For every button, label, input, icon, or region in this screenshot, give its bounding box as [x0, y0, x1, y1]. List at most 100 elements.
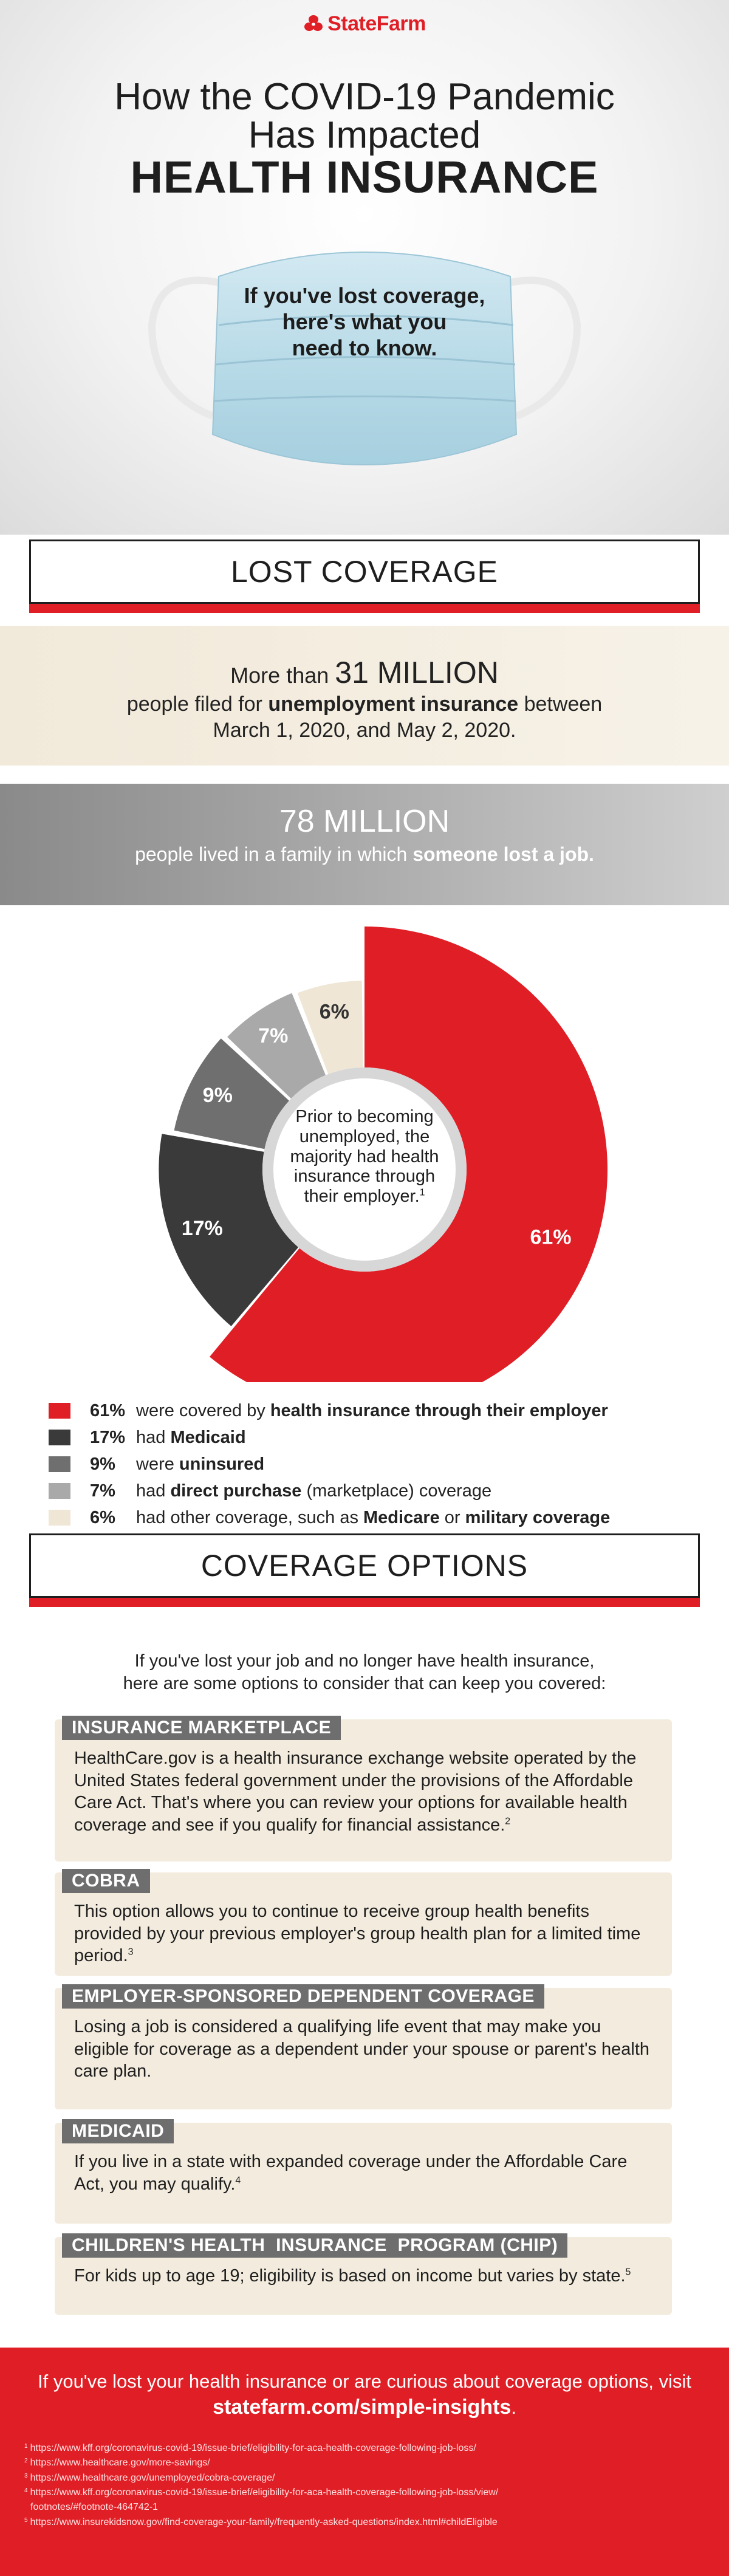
option-body-text: For kids up to age 19; eligibility is ba…: [74, 2266, 626, 2286]
footnote-ref: 5: [625, 2267, 631, 2278]
footer-site-link[interactable]: statefarm.com/simple-insights: [213, 2396, 512, 2419]
stat1-line1: More than 31 MILLION: [0, 626, 729, 690]
intro-line-2: here are some options to consider that c…: [123, 1674, 606, 1694]
stat1-line2: people filed for unemployment insurance …: [0, 693, 729, 716]
footnote-link[interactable]: https://www.kff.org/coronavirus-covid-19…: [30, 2443, 476, 2453]
stat1-line2-post: between: [518, 693, 603, 716]
donut-slice: [174, 1038, 289, 1149]
intro-line-1: If you've lost your job and no longer ha…: [134, 1651, 595, 1671]
footnote-number: 3: [24, 2472, 28, 2479]
footer-cta: If you've lost your health insurance or …: [0, 2369, 729, 2420]
footnote-ref: 2: [505, 1815, 511, 1826]
footnote-link[interactable]: https://www.insurekidsnow.gov/find-cover…: [30, 2516, 498, 2527]
donut-center-line-1: Prior to becoming: [295, 1107, 434, 1126]
legend-bold: direct purchase: [170, 1481, 302, 1501]
footnote-link[interactable]: https://www.healthcare.gov/more-savings/: [30, 2458, 210, 2468]
option-card-marketplace: INSURANCE MARKETPLACE HealthCare.gov is …: [55, 1716, 672, 1862]
mask-line-2: here's what you: [282, 309, 447, 335]
legend-pre: had: [136, 1427, 171, 1447]
donut-center-text: Prior to becoming unemployed, the majori…: [282, 1107, 447, 1207]
legend-pct: 6%: [90, 1507, 115, 1527]
coverage-options-heading: COVERAGE OPTIONS: [29, 1533, 700, 1607]
footer-site-line: statefarm.com/simple-insights.: [0, 2394, 729, 2420]
legend-text: were covered by health insurance through…: [136, 1401, 608, 1421]
mask-line-1: If you've lost coverage,: [244, 283, 485, 308]
donut-slice-label: 7%: [258, 1024, 288, 1047]
legend-text: had Medicaid: [136, 1428, 246, 1448]
legend-pre: had: [136, 1481, 171, 1501]
legend-item: 7% had direct purchase (marketplace) cov…: [49, 1478, 693, 1504]
option-tag: CHILDREN'S HEALTH INSURANCE PROGRAM (CHI…: [62, 2233, 568, 2258]
footnote-ref: 4: [235, 2174, 241, 2185]
job-loss-stat-band: 78 MILLION people lived in a family in w…: [0, 784, 729, 905]
legend-swatch: [49, 1510, 70, 1526]
footnote-ref: 3: [128, 1947, 134, 1958]
legend-text: had direct purchase (marketplace) covera…: [136, 1481, 491, 1501]
footnote-number: 2: [24, 2458, 28, 2465]
legend-bold: Medicare: [363, 1507, 440, 1527]
footer-site-suffix: .: [511, 2397, 516, 2419]
stat2-sub-pre: people lived in a family in which: [135, 843, 413, 865]
state-farm-logo[interactable]: StateFarm: [0, 12, 729, 36]
option-body-text: HealthCare.gov is a health insurance exc…: [74, 1749, 637, 1835]
donut-slice-label: 9%: [203, 1084, 233, 1107]
donut-center-line-5-text: their employer.: [304, 1187, 420, 1207]
legend-swatch: [49, 1483, 70, 1499]
footnote: 2 https://www.healthcare.gov/more-savings…: [24, 2456, 705, 2470]
footer: If you've lost your health insurance or …: [0, 2348, 729, 2576]
coverage-intro: If you've lost your job and no longer ha…: [0, 1650, 729, 1695]
option-body: If you live in a state with expanded cov…: [74, 2151, 657, 2195]
option-tag: COBRA: [62, 1869, 150, 1893]
page-title: How the COVID-19 Pandemic Has Impacted H…: [0, 78, 729, 200]
option-card-medicaid: MEDICAID If you live in a state with exp…: [55, 2119, 672, 2224]
legend-pct: 9%: [90, 1454, 115, 1474]
footnote: 3 https://www.healthcare.gov/unemployed/c…: [24, 2471, 705, 2485]
stat2-sub: people lived in a family in which someon…: [0, 843, 729, 866]
footnote: footnotes/#footnote-464742-1: [24, 2500, 705, 2515]
option-body: This option allows you to continue to re…: [74, 1900, 657, 1967]
legend-item: 6% had other coverage, such as Medicare …: [49, 1504, 693, 1531]
legend-text: were uninsured: [136, 1454, 264, 1475]
stat1-number: 31 MILLION: [335, 656, 499, 690]
legend-swatch: [49, 1456, 70, 1472]
option-body: For kids up to age 19; eligibility is ba…: [74, 2265, 657, 2287]
footnote-link[interactable]: footnotes/#footnote-464742-1: [30, 2502, 158, 2513]
footnote-number: 4: [24, 2487, 28, 2494]
surgical-mask-icon: [148, 252, 581, 465]
stat2-number: 78 MILLION: [279, 804, 450, 839]
legend-bold-2: military coverage: [465, 1507, 611, 1527]
legend-pct: 7%: [90, 1481, 115, 1501]
legend-post: or: [439, 1507, 465, 1527]
stat2-sub-bold: someone lost a job.: [412, 843, 594, 865]
option-card-chip: CHILDREN'S HEALTH INSURANCE PROGRAM (CHI…: [55, 2233, 672, 2315]
donut-slice: [297, 981, 363, 1074]
option-card-dependent-coverage: EMPLOYER-SPONSORED DEPENDENT COVERAGE Lo…: [55, 1984, 672, 2109]
donut-slice-label: 61%: [530, 1225, 571, 1249]
footnotes: 1 https://www.kff.org/coronavirus-covid-1…: [24, 2441, 705, 2530]
donut-hole: [273, 1078, 456, 1261]
mask-message: If you've lost coverage, here's what you…: [0, 283, 729, 361]
legend-pre: were: [136, 1454, 179, 1474]
hero-section: StateFarm How the COVID-19 Pandemic Has …: [0, 0, 729, 535]
legend-post: (marketplace) coverage: [301, 1481, 492, 1501]
legend-swatch: [49, 1430, 70, 1445]
unemployment-stat-band: More than 31 MILLION people filed for un…: [0, 626, 729, 766]
title-line-2: Has Impacted: [248, 114, 481, 157]
option-body-text: This option allows you to continue to re…: [74, 1902, 641, 1966]
donut-slice: [159, 1134, 299, 1326]
footnote: 5 https://www.insurekidsnow.gov/find-cove…: [24, 2515, 705, 2530]
option-tag: EMPLOYER-SPONSORED DEPENDENT COVERAGE: [62, 1984, 544, 2009]
donut-center-line-3: majority had health: [290, 1146, 439, 1166]
footnote-link[interactable]: https://www.healthcare.gov/unemployed/co…: [30, 2472, 275, 2483]
legend-pre: had other coverage, such as: [136, 1507, 364, 1527]
donut-center-line-2: unemployed, the: [299, 1126, 430, 1146]
legend-item: 9% were uninsured: [49, 1451, 693, 1478]
footnote-link[interactable]: https://www.kff.org/coronavirus-covid-19…: [30, 2487, 499, 2498]
coverage-donut-chart: 61% 17% 9% 7% 6%: [159, 927, 608, 1382]
donut-slice: [227, 993, 326, 1099]
legend-pct: 17%: [90, 1427, 126, 1447]
footnote: 1 https://www.kff.org/coronavirus-covid-1…: [24, 2441, 705, 2456]
option-tag: INSURANCE MARKETPLACE: [62, 1716, 341, 1740]
title-line-1: How the COVID-19 Pandemic: [114, 76, 615, 118]
